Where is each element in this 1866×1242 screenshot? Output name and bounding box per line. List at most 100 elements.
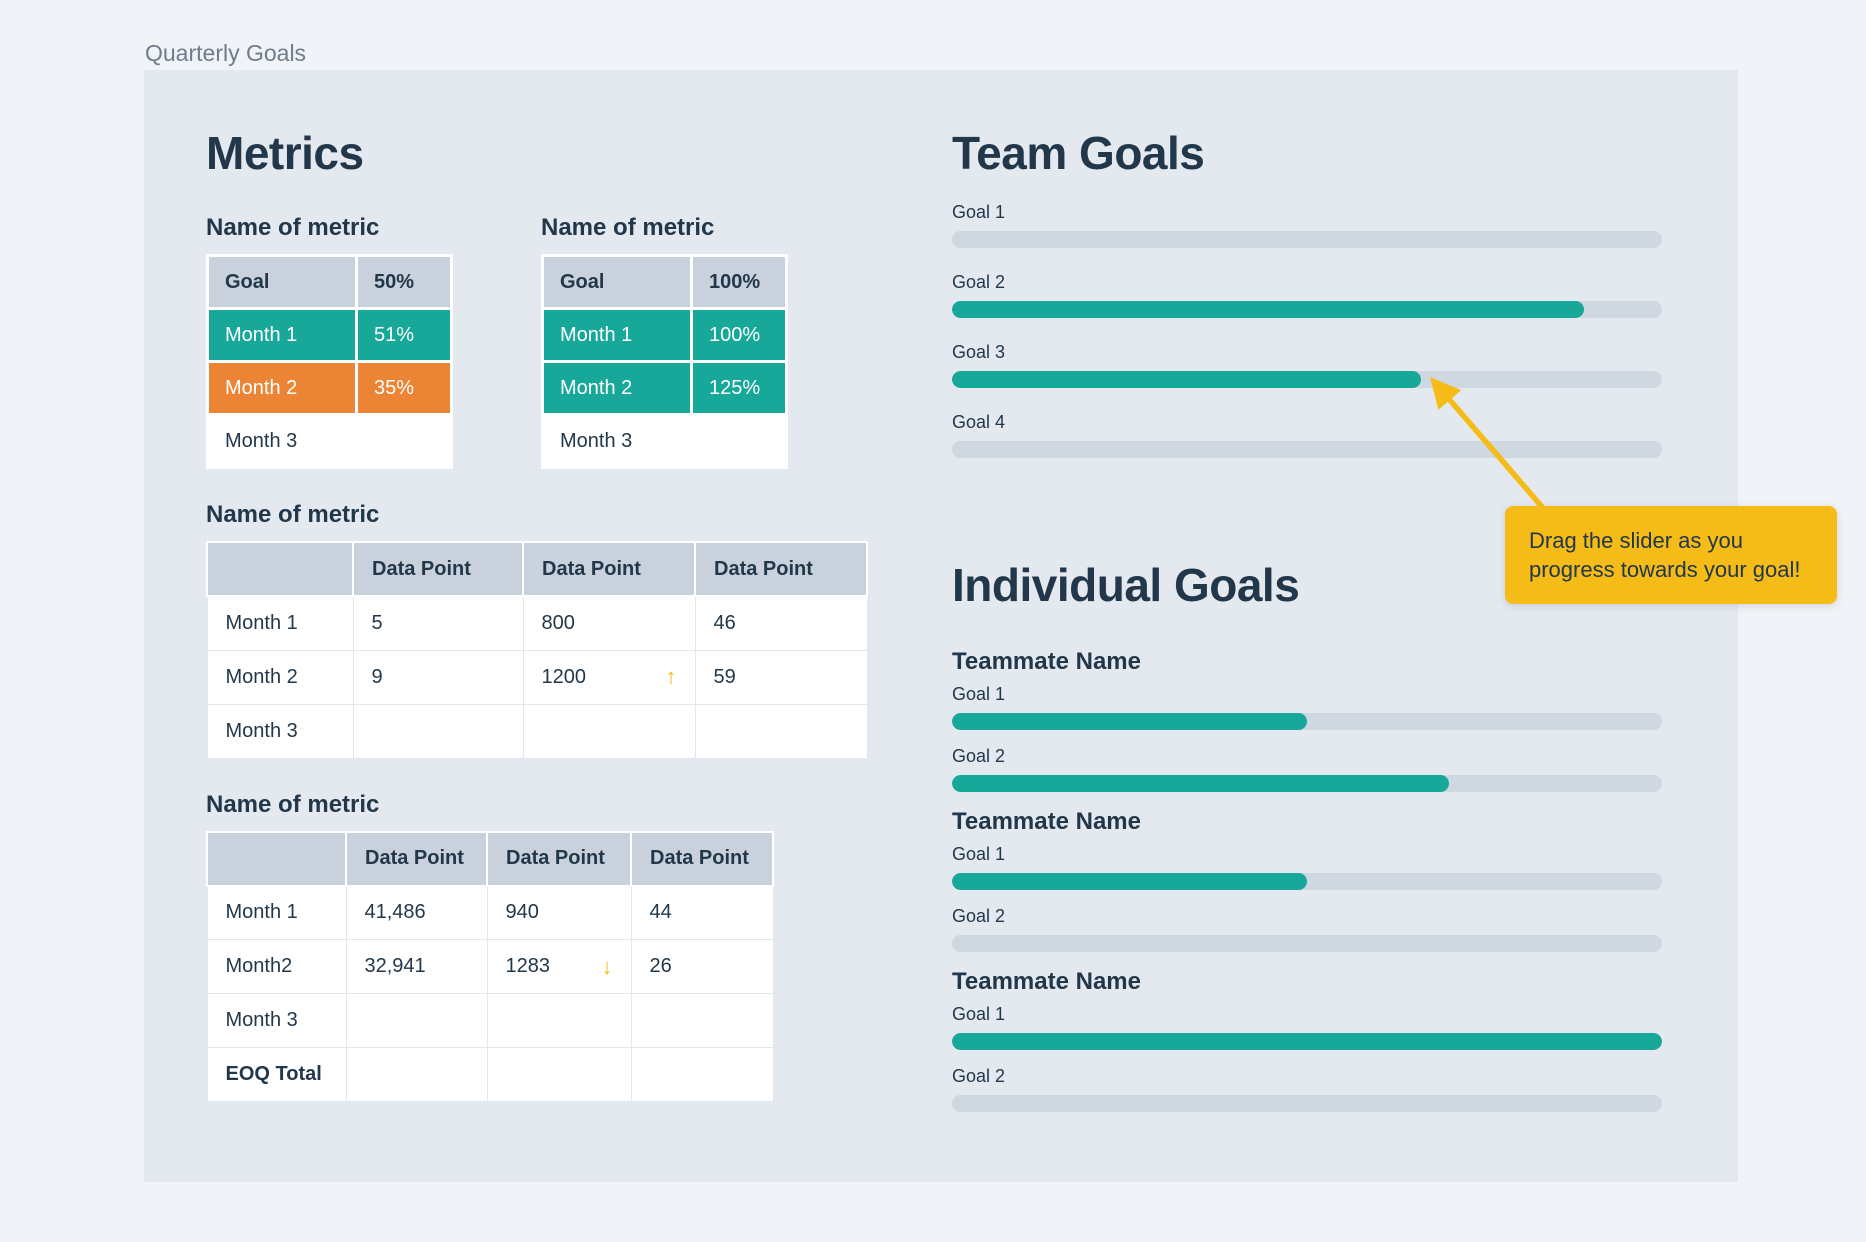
table-row: Month 2 125% bbox=[544, 363, 785, 413]
goal-progress-slider[interactable] bbox=[952, 775, 1662, 792]
teammate-section: Teammate Name Goal 1 Goal 2 bbox=[952, 808, 1662, 952]
metric-table-2: Goal 100% Month 1 100% Month 2 125% Mont… bbox=[541, 254, 788, 469]
cell-month: Month 2 bbox=[544, 363, 690, 413]
goal-label: Goal 2 bbox=[952, 906, 1006, 926]
cell-value: 5 bbox=[352, 595, 524, 651]
cell-value: 26 bbox=[630, 939, 774, 994]
cell-month: Month 3 bbox=[206, 993, 347, 1048]
goal-item: Goal 2 bbox=[952, 746, 1662, 792]
header-cell-blank bbox=[206, 541, 354, 597]
cell-value: 44 bbox=[630, 885, 774, 940]
header-cell-target: 50% bbox=[358, 257, 450, 307]
cell-value: 9 bbox=[352, 649, 524, 705]
cell-value: 41,486 bbox=[345, 885, 488, 940]
goal-progress-fill bbox=[952, 713, 1307, 730]
cell-value bbox=[630, 1047, 774, 1102]
table-row: Month 3 bbox=[206, 993, 774, 1048]
cell-value: 35% bbox=[358, 363, 450, 413]
metrics-column: Metrics Name of metric Goal 50% Month 1 … bbox=[206, 126, 906, 1102]
goal-progress-fill bbox=[952, 371, 1421, 388]
goal-progress-slider[interactable] bbox=[952, 231, 1662, 248]
metric-block-2: Name of metric Goal 100% Month 1 100% Mo… bbox=[541, 214, 788, 469]
table-row: Month 3 bbox=[209, 416, 450, 466]
table-row: Month 1 51% bbox=[209, 310, 450, 360]
cell-month: Month2 bbox=[206, 939, 347, 994]
header-cell-blank bbox=[206, 830, 347, 887]
team-goals-heading: Team Goals bbox=[952, 127, 1205, 179]
goal-progress-slider[interactable] bbox=[952, 713, 1662, 730]
header-cell-target: 100% bbox=[693, 257, 785, 307]
goal-item: Goal 2 bbox=[952, 1066, 1662, 1112]
cell-value: 1200 bbox=[541, 665, 587, 688]
cell-month: Month 2 bbox=[206, 649, 354, 705]
goal-label: Goal 3 bbox=[952, 342, 1006, 362]
table-row: Month 2 9 1200 ↑ 59 bbox=[206, 649, 868, 705]
cell-month: Month 3 bbox=[544, 416, 690, 466]
cell-value bbox=[693, 416, 785, 466]
table-row: Month 2 35% bbox=[209, 363, 450, 413]
teammate-section: Teammate Name Goal 1 Goal 2 bbox=[952, 968, 1662, 1112]
header-cell-data-point: Data Point bbox=[522, 541, 696, 597]
cell-value: 1283 bbox=[505, 955, 551, 977]
cell-value-with-trend: 1283 ↓ bbox=[486, 939, 632, 994]
goal-label: Goal 2 bbox=[952, 272, 1006, 292]
goal-item: Goal 3 bbox=[952, 342, 1662, 388]
goal-item: Goal 4 bbox=[952, 412, 1662, 458]
cell-eoq-total: EOQ Total bbox=[206, 1047, 347, 1102]
table-header-row: Goal 100% bbox=[544, 257, 785, 307]
cell-value: 51% bbox=[358, 310, 450, 360]
goal-progress-slider[interactable] bbox=[952, 1095, 1662, 1112]
teammate-name: Teammate Name bbox=[952, 968, 1141, 995]
cell-value bbox=[352, 703, 524, 759]
goal-progress-slider[interactable] bbox=[952, 1033, 1662, 1050]
cell-value bbox=[345, 993, 488, 1048]
metric-name-label: Name of metric bbox=[206, 501, 380, 528]
goal-progress-slider[interactable] bbox=[952, 873, 1662, 890]
teammate-section: Teammate Name Goal 1 Goal 2 bbox=[952, 648, 1662, 792]
cell-value bbox=[345, 1047, 488, 1102]
header-cell-data-point: Data Point bbox=[630, 830, 774, 887]
goal-item: Goal 1 bbox=[952, 1004, 1662, 1050]
header-cell-data-point: Data Point bbox=[352, 541, 524, 597]
header-cell-data-point: Data Point bbox=[486, 830, 632, 887]
cell-value: 125% bbox=[693, 363, 785, 413]
cell-value bbox=[486, 993, 632, 1048]
goal-progress-fill bbox=[952, 775, 1449, 792]
individual-goals-heading: Individual Goals bbox=[952, 559, 1300, 611]
small-tables-row: Name of metric Goal 50% Month 1 51% Mont… bbox=[206, 214, 906, 469]
cell-value: 59 bbox=[694, 649, 868, 705]
tooltip-text: Drag the slider as you progress towards … bbox=[1529, 528, 1801, 583]
goal-progress-slider[interactable] bbox=[952, 935, 1662, 952]
table-row: Month 1 41,486 940 44 bbox=[206, 885, 774, 940]
goals-column: Team Goals Goal 1 Goal 2 Goal 3 bbox=[952, 126, 1662, 1128]
trend-down-icon: ↓ bbox=[601, 953, 613, 979]
goal-label: Goal 4 bbox=[952, 412, 1006, 432]
metric-block-3: Name of metric Data Point Data Point Dat… bbox=[206, 501, 906, 759]
cell-month: Month 1 bbox=[209, 310, 355, 360]
goal-item: Goal 2 bbox=[952, 906, 1662, 952]
table-row: Month 1 5 800 46 bbox=[206, 595, 868, 651]
goal-progress-slider[interactable] bbox=[952, 371, 1662, 388]
cell-value: 940 bbox=[486, 885, 632, 940]
goal-item: Goal 1 bbox=[952, 202, 1662, 248]
metric-name-label: Name of metric bbox=[206, 790, 380, 818]
table-row: Month 1 100% bbox=[544, 310, 785, 360]
table-row: EOQ Total bbox=[206, 1047, 774, 1102]
header-cell-data-point: Data Point bbox=[694, 541, 868, 597]
goal-progress-slider[interactable] bbox=[952, 301, 1662, 318]
goal-label: Goal 2 bbox=[952, 1066, 1006, 1086]
cell-month: Month 2 bbox=[209, 363, 355, 413]
table-row: Month 3 bbox=[206, 703, 868, 759]
metrics-heading: Metrics bbox=[206, 127, 364, 179]
goal-label: Goal 1 bbox=[952, 1004, 1006, 1024]
goal-progress-slider[interactable] bbox=[952, 441, 1662, 458]
goal-item: Goal 1 bbox=[952, 684, 1662, 730]
cell-value bbox=[694, 703, 868, 759]
cell-month: Month 1 bbox=[544, 310, 690, 360]
cell-month: Month 1 bbox=[206, 595, 354, 651]
goal-label: Goal 1 bbox=[952, 844, 1006, 864]
header-cell-data-point: Data Point bbox=[345, 830, 488, 887]
table-header-row: Goal 50% bbox=[209, 257, 450, 307]
slider-tooltip: Drag the slider as you progress towards … bbox=[1505, 506, 1837, 605]
team-goals-list: Goal 1 Goal 2 Goal 3 Goal 4 bbox=[952, 202, 1662, 458]
